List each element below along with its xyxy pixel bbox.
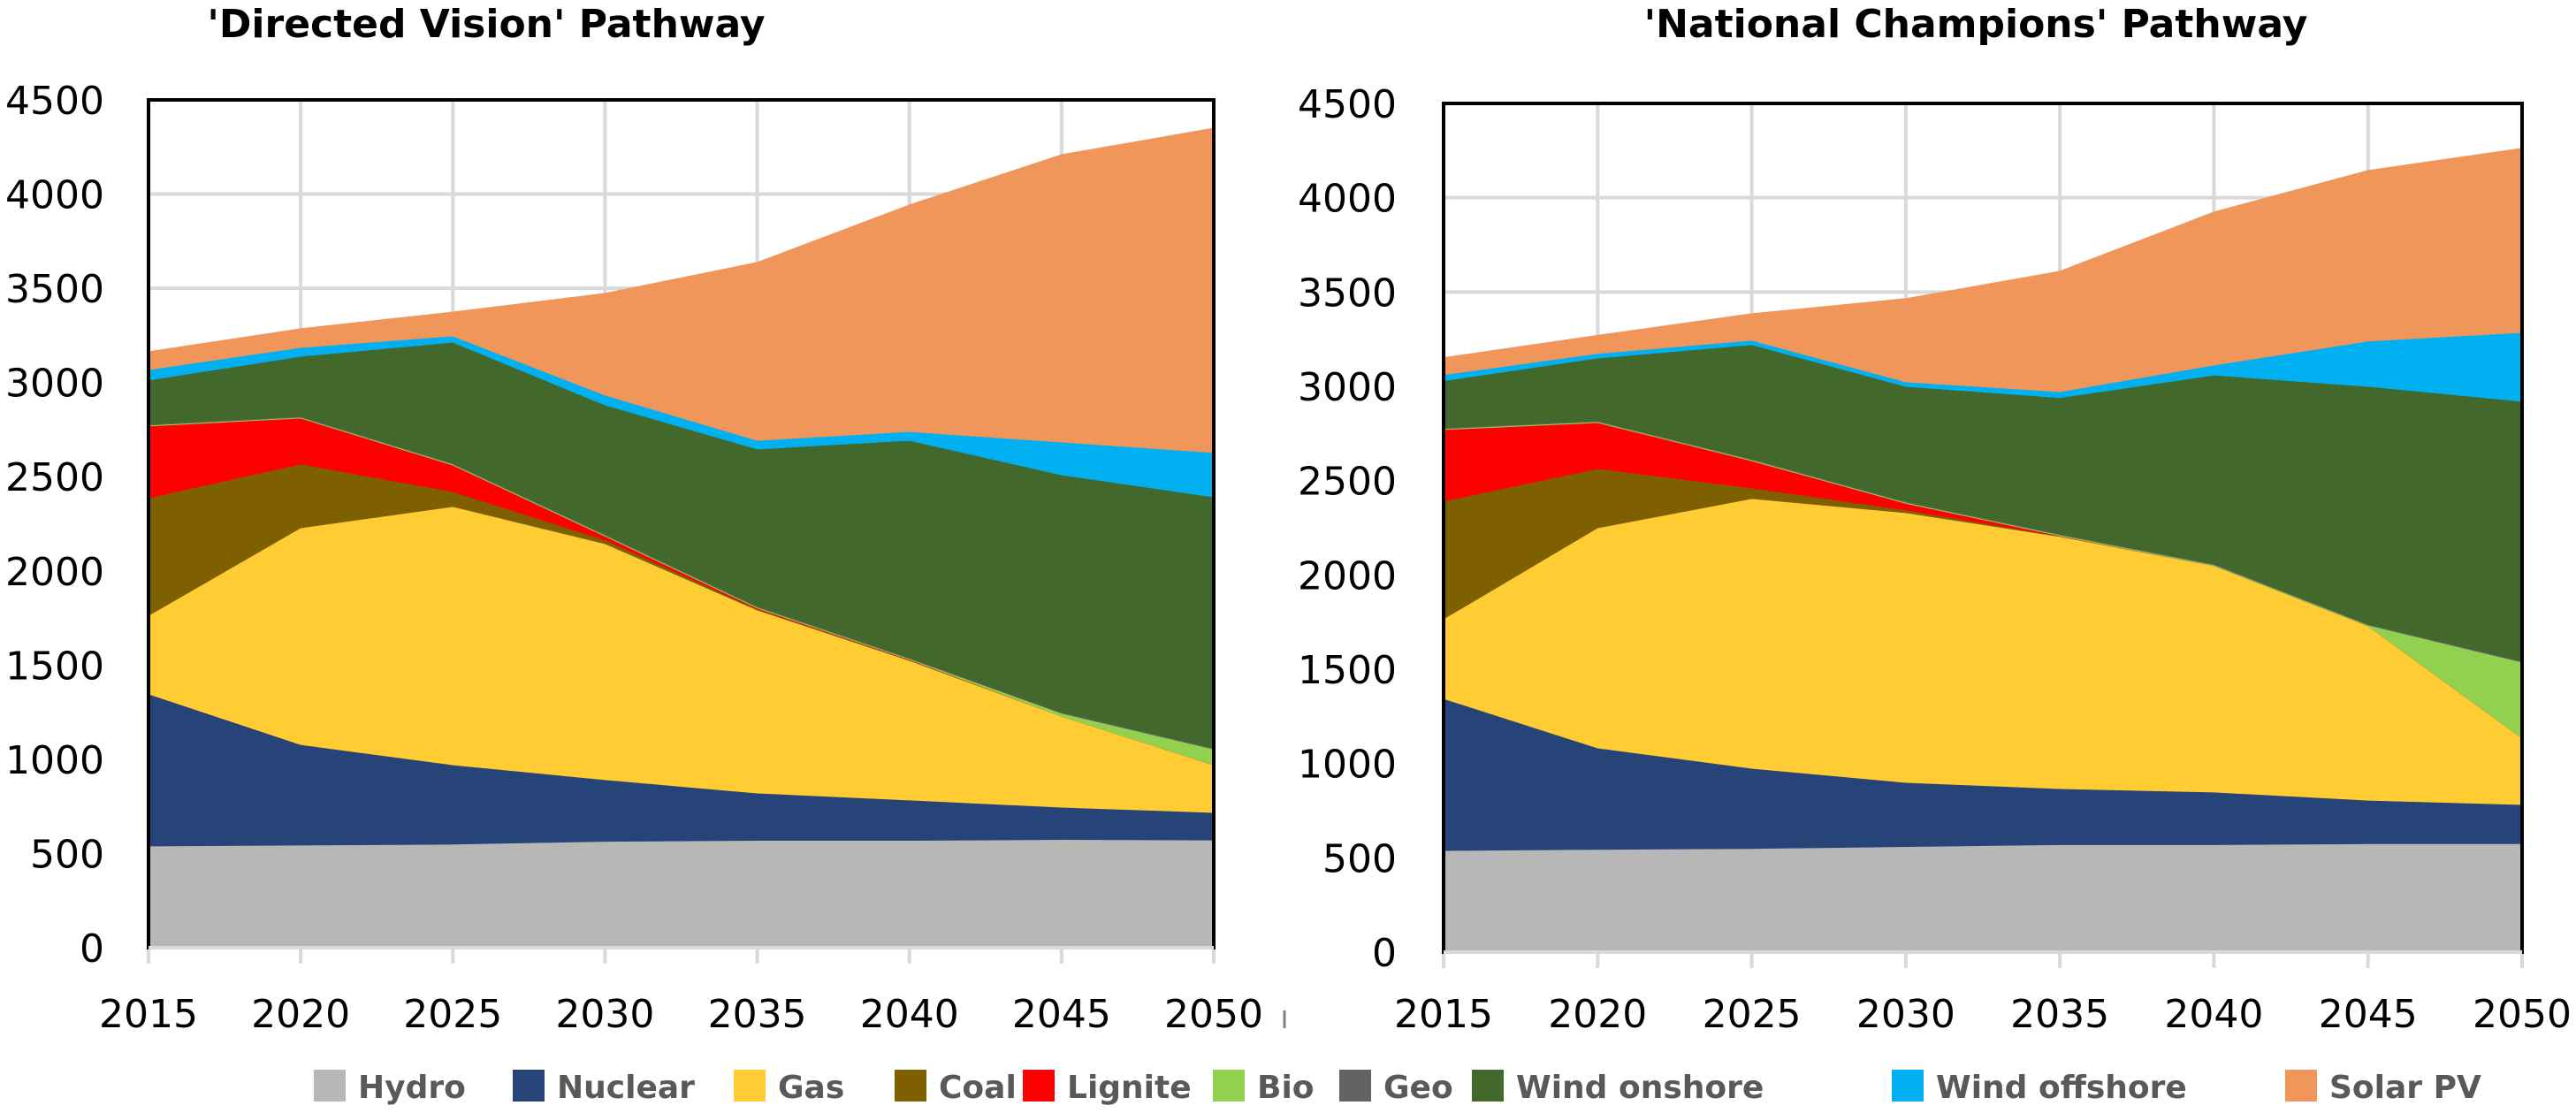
x-tick-label: 2035	[708, 992, 807, 1037]
y-tick-label: 3000	[1298, 365, 1397, 410]
area-hydro	[148, 838, 1215, 949]
y-tick-label: 0	[80, 926, 104, 972]
y-tick-label: 4000	[5, 173, 104, 218]
chart-national-champions: 'National Champions' Pathway 2015 2020 202…	[1298, 2, 2572, 1037]
legend-swatch	[1472, 1070, 1504, 1102]
legend-swatch	[314, 1070, 346, 1102]
y-tick-label: 1500	[5, 644, 104, 689]
x-tick-label: 2050	[1164, 992, 1263, 1037]
y-tick-label: 1000	[5, 738, 104, 783]
legend-label: Geo	[1383, 1070, 1453, 1106]
area-hydro	[1443, 842, 2523, 953]
legend-item-coal: Coal	[895, 1070, 1017, 1106]
y-tick-label: 1500	[1298, 648, 1397, 693]
area-series	[1443, 148, 2523, 953]
legend-label: Lignite	[1067, 1070, 1192, 1106]
x-axis-ticks: 2015 2020 2025 2030 2035 2040 2045 2050	[1394, 992, 2572, 1037]
x-tick-label: 2020	[1548, 992, 1647, 1037]
x-tick-label: 2025	[1703, 992, 1802, 1037]
y-tick-label: 3000	[5, 362, 104, 407]
legend-item-lignite: Lignite	[1023, 1070, 1192, 1106]
x-tick-label: 2045	[2319, 992, 2418, 1037]
legend-swatch	[734, 1070, 766, 1102]
y-tick-label: 2000	[5, 550, 104, 595]
y-tick-label: 500	[1322, 836, 1397, 881]
x-tick-label: 2050	[2473, 992, 2572, 1037]
legend-swatch	[2285, 1070, 2317, 1102]
x-tick-label: 2025	[403, 992, 502, 1037]
chart-title: 'Directed Vision' Pathway	[207, 2, 765, 47]
y-tick-label: 2500	[1298, 460, 1397, 505]
legend-label: Nuclear	[557, 1070, 695, 1106]
y-axis-ticks: 0 500 1000 1500 2000 2500 3000 3500 4000 4500	[5, 79, 104, 972]
chart-directed-vision: 'Directed Vision' Pathway 2015 2020 2025 20…	[5, 2, 1263, 1037]
legend-item-nuclear: Nuclear	[513, 1070, 695, 1106]
y-tick-label: 2000	[1298, 553, 1397, 598]
legend-swatch	[1023, 1070, 1055, 1102]
legend-item-wind-onshore: Wind onshore	[1472, 1070, 1764, 1106]
x-tick-label: 2040	[860, 992, 959, 1037]
y-tick-label: 1000	[1298, 743, 1397, 788]
legend-item-geo: Geo	[1339, 1070, 1453, 1106]
legend-item-bio: Bio	[1213, 1070, 1315, 1106]
x-axis-ticks: 2015 2020 2025 2030 2035 2040 2045 2050	[99, 992, 1263, 1037]
legend-swatch	[1213, 1070, 1245, 1102]
x-tick-label: 2015	[1394, 992, 1493, 1037]
legend: Hydro Nuclear Gas Coal Lignite Bio Geo Wind ons…	[314, 1070, 2481, 1106]
y-tick-label: 2500	[5, 455, 104, 500]
x-tick-label: 2035	[2010, 992, 2109, 1037]
legend-label: Coal	[939, 1070, 1017, 1106]
y-tick-label: 500	[30, 832, 104, 877]
x-tick-label: 2015	[99, 992, 198, 1037]
y-tick-label: 4000	[1298, 177, 1397, 222]
x-tick-label: 2045	[1012, 992, 1111, 1037]
x-tick-label: 2040	[2164, 992, 2263, 1037]
legend-label: Solar PV	[2329, 1070, 2481, 1106]
legend-item-hydro: Hydro	[314, 1070, 466, 1106]
legend-swatch	[513, 1070, 545, 1102]
legend-label: Hydro	[358, 1070, 466, 1106]
y-tick-label: 3500	[1298, 271, 1397, 316]
legend-label: Bio	[1257, 1070, 1315, 1106]
y-tick-label: 4500	[5, 79, 104, 124]
area-series	[148, 127, 1215, 949]
legend-swatch	[895, 1070, 926, 1102]
x-tick-label: 2020	[251, 992, 350, 1037]
y-tick-label: 3500	[5, 267, 104, 312]
y-tick-label: 0	[1372, 931, 1397, 976]
y-tick-label: 4500	[1298, 82, 1397, 127]
legend-label: Wind onshore	[1516, 1070, 1764, 1106]
x-tick-label: 2030	[555, 992, 654, 1037]
y-axis-ticks: 0 500 1000 1500 2000 2500 3000 3500 4000 4500	[1298, 82, 1397, 976]
x-tick-label: 2030	[1856, 992, 1955, 1037]
legend-item-wind-offshore: Wind offshore	[1892, 1070, 2187, 1106]
legend-label: Wind offshore	[1936, 1070, 2187, 1106]
chart-title: 'National Champions' Pathway	[1644, 2, 2308, 47]
legend-label: Gas	[778, 1070, 844, 1106]
legend-item-solar-pv: Solar PV	[2285, 1070, 2481, 1106]
legend-item-gas: Gas	[734, 1070, 844, 1106]
legend-swatch	[1892, 1070, 1924, 1102]
legend-swatch	[1339, 1070, 1371, 1102]
